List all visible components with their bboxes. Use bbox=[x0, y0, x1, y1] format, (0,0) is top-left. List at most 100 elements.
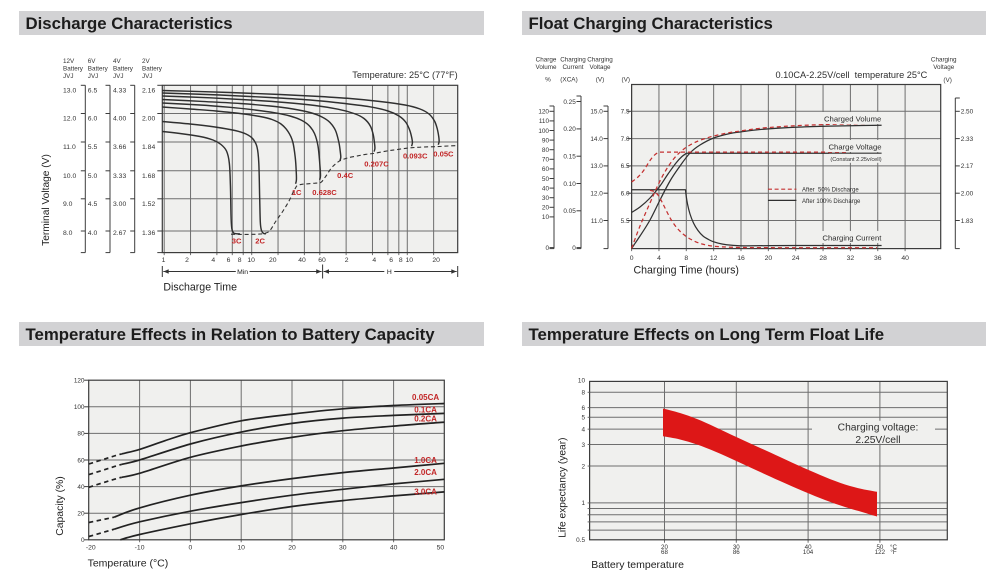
svg-text:4.0: 4.0 bbox=[88, 230, 98, 237]
svg-text:40: 40 bbox=[298, 257, 306, 264]
svg-text:80: 80 bbox=[542, 147, 550, 154]
svg-text:Temperature (°C): Temperature (°C) bbox=[88, 558, 169, 570]
svg-text:8.0: 8.0 bbox=[63, 230, 73, 237]
svg-text:°F: °F bbox=[890, 549, 896, 556]
svg-text:JVJ: JVJ bbox=[88, 73, 99, 80]
svg-text:50: 50 bbox=[542, 176, 550, 183]
svg-text:2.0CA: 2.0CA bbox=[414, 468, 437, 477]
svg-text:30: 30 bbox=[339, 545, 347, 552]
svg-text:Battery temperature: Battery temperature bbox=[591, 559, 684, 571]
svg-text:110: 110 bbox=[539, 118, 550, 125]
svg-text:(V): (V) bbox=[596, 77, 605, 84]
svg-text:0.05C: 0.05C bbox=[433, 149, 454, 158]
svg-text:90: 90 bbox=[542, 137, 550, 144]
svg-text:16: 16 bbox=[737, 255, 745, 262]
svg-text:60: 60 bbox=[542, 166, 550, 173]
svg-text:2.00: 2.00 bbox=[961, 191, 974, 198]
svg-text:50: 50 bbox=[876, 544, 883, 551]
svg-text:0.4C: 0.4C bbox=[337, 171, 354, 180]
svg-text:Terminal Voltage (V): Terminal Voltage (V) bbox=[41, 154, 52, 246]
svg-text:12.0: 12.0 bbox=[590, 191, 603, 198]
svg-text:60: 60 bbox=[318, 257, 326, 264]
svg-text:Discharge Characteristics: Discharge Characteristics bbox=[26, 14, 233, 33]
svg-text:Battery: Battery bbox=[113, 65, 134, 72]
svg-text:86: 86 bbox=[733, 549, 740, 556]
svg-text:0.1CA: 0.1CA bbox=[414, 405, 437, 414]
svg-text:(V): (V) bbox=[622, 77, 631, 84]
svg-text:70: 70 bbox=[542, 157, 550, 164]
svg-text:20: 20 bbox=[77, 511, 85, 518]
svg-text:104: 104 bbox=[803, 549, 814, 556]
svg-text:11.0: 11.0 bbox=[63, 144, 76, 151]
svg-text:5.0: 5.0 bbox=[88, 173, 98, 180]
svg-text:2.00: 2.00 bbox=[142, 116, 155, 123]
svg-text:0.2CA: 0.2CA bbox=[414, 415, 437, 424]
svg-text:4.33: 4.33 bbox=[113, 87, 126, 94]
svg-text:0.10CA-2.25V/cell temperature: 0.10CA-2.25V/cell temperature 25°C bbox=[776, 70, 928, 80]
svg-text:20: 20 bbox=[269, 257, 277, 264]
svg-text:10: 10 bbox=[247, 257, 255, 264]
svg-text:0.5: 0.5 bbox=[576, 537, 585, 544]
svg-text:4: 4 bbox=[211, 257, 215, 264]
svg-text:°C: °C bbox=[890, 544, 897, 551]
svg-text:6: 6 bbox=[227, 257, 231, 264]
svg-text:30: 30 bbox=[733, 544, 740, 551]
svg-text:2.16: 2.16 bbox=[142, 87, 155, 94]
svg-text:Battery: Battery bbox=[63, 65, 84, 72]
svg-text:2.50: 2.50 bbox=[961, 109, 974, 116]
svg-text:(XCA): (XCA) bbox=[560, 77, 577, 84]
svg-text:0.207C: 0.207C bbox=[364, 159, 389, 168]
svg-text:32: 32 bbox=[847, 255, 855, 262]
svg-text:JVJ: JVJ bbox=[113, 73, 124, 80]
svg-text:3.33: 3.33 bbox=[113, 173, 126, 180]
svg-text:0: 0 bbox=[572, 245, 576, 252]
svg-text:4.00: 4.00 bbox=[113, 116, 126, 123]
svg-text:-10: -10 bbox=[135, 545, 145, 552]
svg-text:Voltage: Voltage bbox=[589, 64, 611, 71]
svg-text:2.25V/cell: 2.25V/cell bbox=[855, 435, 900, 446]
svg-text:JVJ: JVJ bbox=[63, 73, 74, 80]
svg-text:Current: Current bbox=[563, 64, 584, 71]
svg-text:20: 20 bbox=[542, 205, 550, 212]
svg-text:40: 40 bbox=[77, 484, 85, 491]
svg-text:1: 1 bbox=[581, 500, 585, 507]
svg-text:20: 20 bbox=[765, 255, 773, 262]
svg-text:1.83: 1.83 bbox=[961, 218, 974, 225]
svg-text:36: 36 bbox=[874, 255, 882, 262]
svg-text:6: 6 bbox=[389, 257, 393, 264]
svg-text:Charging: Charging bbox=[931, 57, 957, 64]
svg-text:0.628C: 0.628C bbox=[312, 188, 337, 197]
svg-text:100: 100 bbox=[538, 128, 549, 135]
svg-text:1.52: 1.52 bbox=[142, 201, 155, 208]
svg-text:1.36: 1.36 bbox=[142, 230, 155, 237]
svg-text:Life expectancy (year): Life expectancy (year) bbox=[558, 437, 569, 537]
svg-text:50: 50 bbox=[437, 545, 445, 552]
svg-text:2: 2 bbox=[345, 257, 349, 264]
svg-text:10: 10 bbox=[578, 378, 586, 385]
svg-text:20: 20 bbox=[661, 544, 668, 551]
svg-text:12.0: 12.0 bbox=[63, 116, 76, 123]
svg-text:122: 122 bbox=[875, 549, 886, 556]
svg-text:Charging: Charging bbox=[587, 57, 613, 64]
svg-text:Battery: Battery bbox=[142, 65, 163, 72]
svg-text:0.093C: 0.093C bbox=[403, 152, 428, 161]
svg-text:7.5: 7.5 bbox=[621, 109, 630, 116]
svg-text:13.0: 13.0 bbox=[590, 163, 603, 170]
svg-text:40: 40 bbox=[805, 544, 812, 551]
svg-text:4V: 4V bbox=[113, 58, 122, 65]
svg-text:4: 4 bbox=[372, 257, 376, 264]
svg-text:20: 20 bbox=[432, 257, 440, 264]
svg-text:1.0CA: 1.0CA bbox=[414, 456, 437, 465]
svg-text:4: 4 bbox=[581, 427, 585, 434]
svg-text:0: 0 bbox=[81, 537, 85, 544]
svg-text:Charge Voltage: Charge Voltage bbox=[829, 143, 882, 152]
svg-text:1C: 1C bbox=[292, 188, 302, 197]
svg-text:0.10: 0.10 bbox=[563, 181, 576, 188]
svg-text:120: 120 bbox=[74, 378, 85, 385]
svg-text:Charging voltage:: Charging voltage: bbox=[838, 423, 919, 434]
svg-text:2V: 2V bbox=[142, 58, 151, 65]
svg-text:0: 0 bbox=[189, 545, 193, 552]
svg-text:100: 100 bbox=[74, 404, 85, 411]
svg-text:8: 8 bbox=[581, 390, 585, 397]
svg-text:2.67: 2.67 bbox=[113, 230, 126, 237]
